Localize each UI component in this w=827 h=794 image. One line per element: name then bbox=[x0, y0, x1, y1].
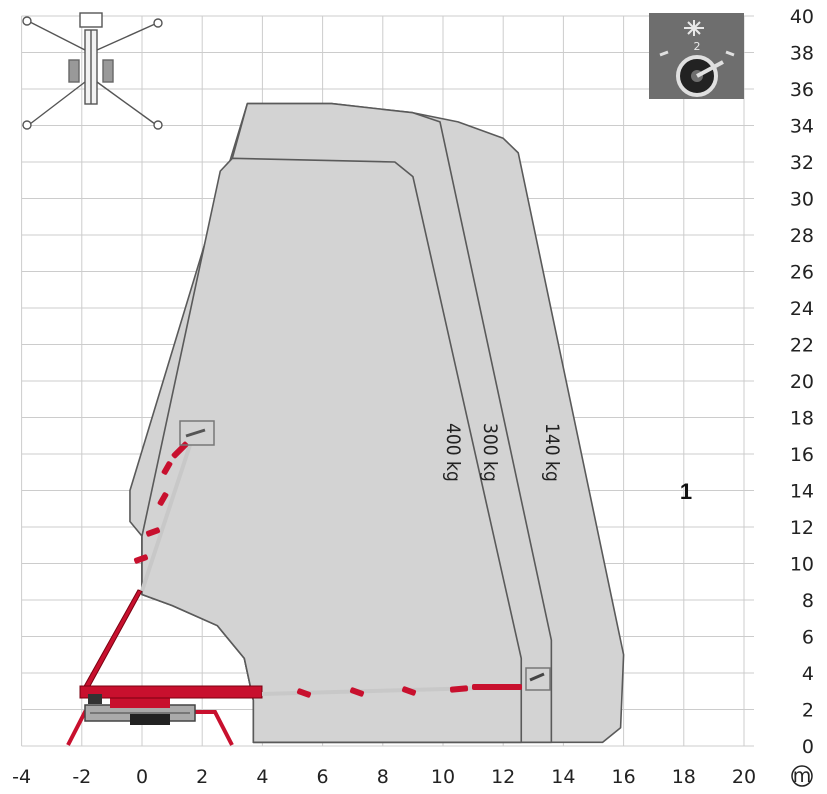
curve-label-140kg: 140 kg bbox=[541, 423, 563, 482]
x-tick-label: 0 bbox=[136, 766, 148, 788]
x-tick-label: 20 bbox=[732, 766, 756, 788]
x-tick-label: 18 bbox=[672, 766, 696, 788]
unit-symbol: m bbox=[791, 765, 813, 787]
x-tick-label: 10 bbox=[431, 766, 455, 788]
svg-text:2: 2 bbox=[694, 40, 701, 53]
y-tick-label: 2 bbox=[802, 700, 814, 722]
zone-label: 1 bbox=[680, 479, 692, 504]
machine-base bbox=[66, 690, 234, 746]
y-tick-label: 4 bbox=[802, 663, 814, 685]
outrigger-footprint-icon bbox=[22, 12, 163, 130]
envelope-400kg bbox=[141, 157, 523, 744]
y-tick-label: 18 bbox=[790, 408, 814, 430]
y-tick-label: 20 bbox=[790, 371, 814, 393]
wind-tilt-icon: 2 bbox=[649, 13, 744, 99]
x-tick-label: 16 bbox=[612, 766, 636, 788]
y-tick-label: 26 bbox=[790, 262, 814, 284]
x-tick-label: 8 bbox=[377, 766, 389, 788]
y-tick-label: 32 bbox=[790, 152, 814, 174]
x-tick-label: 6 bbox=[317, 766, 329, 788]
horizontal-reach-boom bbox=[261, 667, 551, 698]
y-tick-label: 8 bbox=[802, 590, 814, 612]
x-tick-label: 4 bbox=[256, 766, 268, 788]
x-tick-label: 2 bbox=[196, 766, 208, 788]
curve-label-400kg: 400 kg bbox=[442, 423, 464, 482]
y-tick-label: 28 bbox=[790, 225, 814, 247]
lower-boom bbox=[79, 589, 263, 704]
unit-symbol-text: m bbox=[793, 765, 812, 787]
y-tick-label: 6 bbox=[802, 627, 814, 649]
vertical-reach-boom bbox=[133, 420, 215, 592]
y-tick-label: 34 bbox=[790, 116, 814, 138]
x-tick-label: -2 bbox=[72, 766, 91, 788]
y-tick-label: 0 bbox=[802, 736, 814, 758]
y-tick-label: 14 bbox=[790, 481, 814, 503]
y-tick-label: 24 bbox=[790, 298, 814, 320]
y-tick-label: 10 bbox=[790, 554, 814, 576]
curve-label-300kg: 300 kg bbox=[479, 423, 501, 482]
x-tick-label: -4 bbox=[12, 766, 31, 788]
envelope-group bbox=[129, 102, 625, 744]
x-axis-ticks: -4 -2 0 2 4 6 8 10 12 14 16 18 20 bbox=[12, 766, 756, 788]
y-tick-label: 38 bbox=[790, 43, 814, 65]
y-tick-label: 16 bbox=[790, 444, 814, 466]
y-tick-label: 40 bbox=[790, 6, 814, 28]
y-tick-label: 36 bbox=[790, 79, 814, 101]
y-tick-label: 12 bbox=[790, 517, 814, 539]
y-tick-label: 30 bbox=[790, 189, 814, 211]
x-tick-label: 12 bbox=[491, 766, 515, 788]
x-tick-label: 14 bbox=[551, 766, 575, 788]
y-tick-label: 22 bbox=[790, 335, 814, 357]
